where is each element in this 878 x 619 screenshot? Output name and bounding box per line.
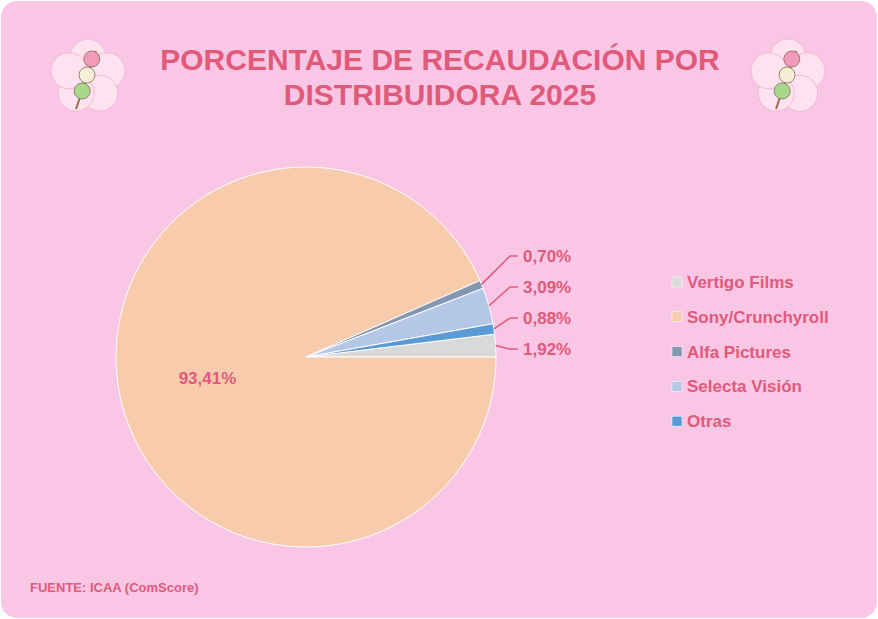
leader-line — [482, 256, 518, 284]
data-label: 3,09% — [523, 278, 571, 297]
leader-line — [496, 346, 518, 349]
title-line: PORCENTAJE DE RECAUDACIÓN POR — [160, 43, 720, 76]
leader-line — [489, 287, 518, 306]
data-label: 0,70% — [523, 247, 571, 266]
decoration — [751, 39, 825, 111]
decoration-dango — [74, 83, 90, 99]
data-labels: 93,41% 1,92% 0,88% 3,09% 0,70% — [179, 247, 572, 388]
pie — [116, 167, 496, 547]
legend-swatch — [672, 416, 682, 426]
data-label: 0,88% — [523, 309, 571, 328]
decoration-dango — [784, 51, 800, 67]
decoration-dango — [774, 83, 790, 99]
decoration-dango — [84, 51, 100, 67]
decoration-dango — [779, 67, 795, 83]
legend-swatch — [672, 347, 682, 357]
pie-slice — [306, 288, 493, 357]
legend-swatch — [672, 277, 682, 287]
data-label: 1,92% — [523, 340, 571, 359]
pie-slice — [116, 167, 496, 547]
legend-swatch — [672, 381, 682, 391]
legend-label: Selecta Visión — [687, 377, 802, 396]
legend-swatch — [672, 312, 682, 322]
legend-label: Otras — [687, 412, 731, 431]
background — [1, 1, 877, 618]
decoration-dango — [79, 67, 95, 83]
title: PORCENTAJE DE RECAUDACIÓN PORDISTRIBUIDO… — [160, 43, 720, 111]
data-label: 93,41% — [179, 369, 237, 388]
decoration — [51, 39, 125, 111]
source: FUENTE: ICAA (ComScore) — [30, 580, 199, 595]
legend-label: Alfa Pictures — [687, 343, 791, 362]
legend: Vertigo Films Sony/Crunchyroll Alfa Pictur… — [672, 273, 829, 431]
title-line: DISTRIBUIDORA 2025 — [284, 78, 596, 111]
legend-label: Vertigo Films — [687, 273, 794, 292]
leader-line — [494, 318, 518, 329]
legend-label: Sony/Crunchyroll — [687, 308, 829, 327]
pie-slice — [306, 324, 495, 357]
